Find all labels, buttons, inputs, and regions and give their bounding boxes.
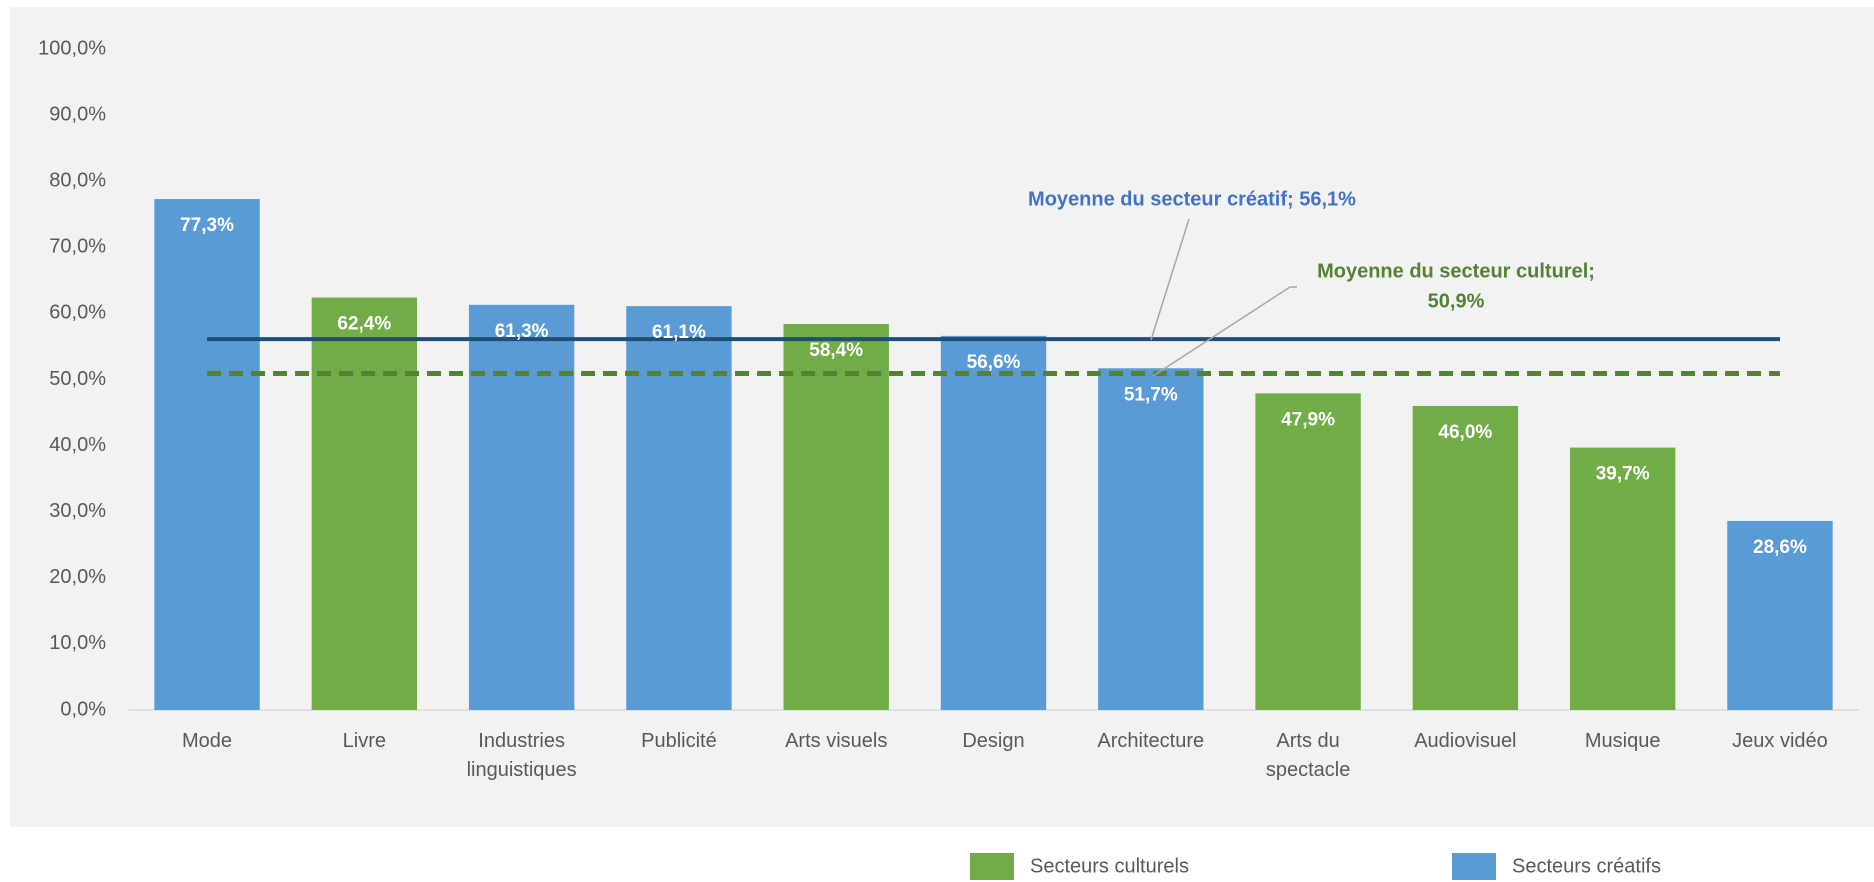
- value-label: 61,3%: [495, 321, 549, 342]
- value-label: 77,3%: [180, 215, 234, 236]
- leader-line: [1152, 286, 1297, 377]
- value-label: 62,4%: [337, 314, 391, 335]
- x-tick-label: Publicité: [641, 730, 717, 752]
- bar: [940, 335, 1047, 710]
- bar: [626, 306, 732, 710]
- bar: [783, 323, 889, 710]
- y-tick-label: 50,0%: [49, 368, 106, 390]
- value-label: 51,7%: [1124, 384, 1178, 405]
- y-tick-label: 10,0%: [49, 632, 106, 654]
- x-tick-label: Musique: [1585, 730, 1661, 752]
- y-tick-label: 60,0%: [49, 302, 106, 324]
- bar: [311, 297, 418, 710]
- value-label: 28,6%: [1753, 537, 1807, 558]
- value-label: 56,6%: [967, 352, 1021, 373]
- reference-label: Moyenne du secteur culturel;: [1317, 260, 1595, 282]
- value-label: 46,0%: [1438, 422, 1492, 443]
- y-tick-label: 40,0%: [49, 434, 106, 456]
- bar: [154, 199, 260, 710]
- bar: [1098, 368, 1204, 710]
- x-tick-label: Industries linguistiques: [467, 730, 577, 781]
- value-label: 58,4%: [809, 340, 863, 361]
- bar: [1412, 405, 1519, 710]
- x-tick-label: Arts visuels: [785, 730, 887, 752]
- bar: [1727, 520, 1833, 710]
- value-label: 47,9%: [1281, 409, 1335, 430]
- x-tick-label: Mode: [182, 730, 232, 752]
- bar: [1255, 393, 1361, 710]
- y-tick-label: 80,0%: [49, 169, 106, 191]
- x-tick-label: Design: [962, 730, 1024, 752]
- value-label: 61,1%: [652, 322, 706, 343]
- x-tick-label: Jeux vidéo: [1732, 730, 1828, 752]
- reference-label: 50,9%: [1428, 290, 1485, 312]
- legend-label: Secteurs créatifs: [1512, 855, 1661, 877]
- x-tick-label: Audiovisuel: [1414, 730, 1516, 752]
- x-tick-label: Architecture: [1097, 730, 1204, 752]
- legend-swatch: [1452, 853, 1496, 880]
- bar: [1569, 447, 1676, 710]
- y-tick-label: 30,0%: [49, 500, 106, 522]
- x-tick-label: Arts du spectacle: [1266, 730, 1351, 781]
- y-tick-label: 20,0%: [49, 566, 106, 588]
- y-tick-label: 70,0%: [49, 236, 106, 258]
- y-tick-label: 0,0%: [60, 698, 106, 720]
- y-tick-label: 90,0%: [49, 103, 106, 125]
- y-tick-label: 100,0%: [38, 37, 106, 59]
- legend-swatch: [970, 853, 1014, 880]
- leader-line: [1150, 218, 1190, 341]
- reference-label: Moyenne du secteur créatif; 56,1%: [1028, 188, 1356, 210]
- bar: [468, 304, 575, 710]
- value-label: 39,7%: [1596, 464, 1650, 485]
- legend-label: Secteurs culturels: [1030, 855, 1189, 877]
- x-tick-label: Livre: [343, 730, 386, 752]
